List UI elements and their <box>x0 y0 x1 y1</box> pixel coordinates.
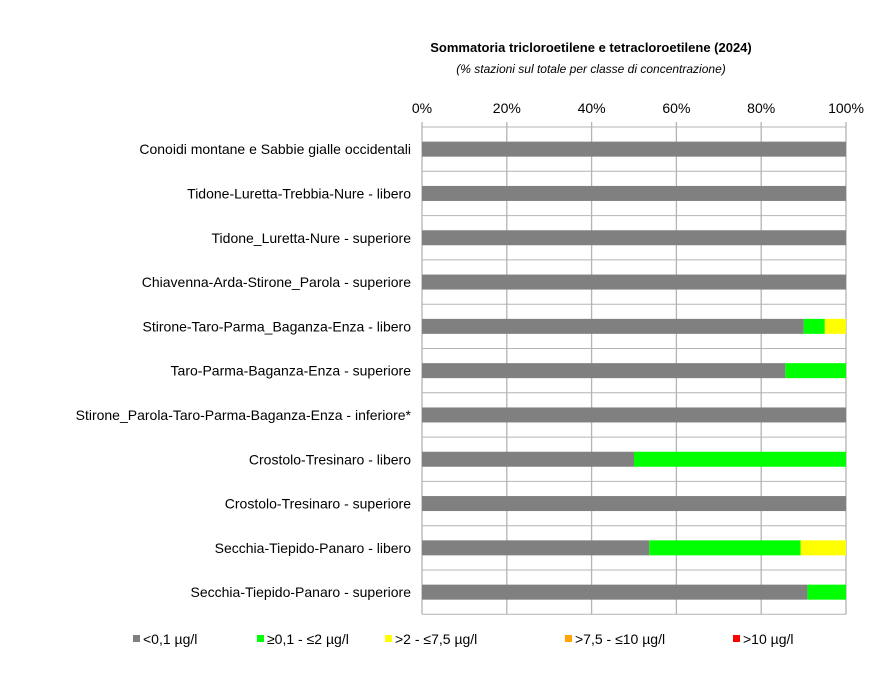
legend-label: >7,5 - ≤10 µg/l <box>575 631 665 647</box>
x-tick-label: 40% <box>578 100 606 116</box>
category-label: Stirone-Taro-Parma_Baganza-Enza - libero <box>143 318 412 334</box>
legend-label: >10 µg/l <box>743 631 794 647</box>
bar-segment <box>634 451 846 467</box>
bar-segment <box>422 141 846 157</box>
bar-segment <box>803 318 825 334</box>
bar-segment <box>785 363 846 379</box>
category-label: Secchia-Tiepido-Panaro - libero <box>215 540 412 556</box>
bar-segment <box>807 584 846 600</box>
x-tick-label: 100% <box>828 100 864 116</box>
x-tick-label: 80% <box>747 100 775 116</box>
category-label: Secchia-Tiepido-Panaro - superiore <box>191 584 412 600</box>
category-label: Tidone_Luretta-Nure - superiore <box>212 230 412 246</box>
x-tick-label: 20% <box>493 100 521 116</box>
bar-segment <box>422 451 634 467</box>
legend-swatch <box>257 635 264 642</box>
bar-segment <box>800 540 846 556</box>
category-label: Taro-Parma-Baganza-Enza - superiore <box>171 363 412 379</box>
bar-segment <box>422 318 804 334</box>
x-tick-label: 0% <box>412 100 432 116</box>
bar-segment <box>649 540 801 556</box>
bar-segment <box>422 274 846 290</box>
bar-segment <box>422 496 846 512</box>
legend-label: >2 - ≤7,5 µg/l <box>395 631 477 647</box>
x-tick-label: 60% <box>662 100 690 116</box>
category-label: Conoidi montane e Sabbie gialle occident… <box>139 141 411 157</box>
category-label: Chiavenna-Arda-Stirone_Parola - superior… <box>142 274 411 290</box>
bar-segment <box>422 363 786 379</box>
legend-swatch <box>733 635 740 642</box>
category-label: Crostolo-Tresinaro - superiore <box>225 496 411 512</box>
bar-segment <box>422 407 846 423</box>
bar-segment <box>422 540 650 556</box>
bar-segment <box>824 318 846 334</box>
category-label: Tidone-Luretta-Trebbia-Nure - libero <box>187 185 411 201</box>
bar-segment <box>422 185 846 201</box>
category-label: Stirone_Parola-Taro-Parma-Baganza-Enza -… <box>76 407 412 423</box>
legend-swatch <box>133 635 140 642</box>
legend-label: <0,1 µg/l <box>143 631 197 647</box>
chart-subtitle: (% stazioni sul totale per classe di con… <box>456 62 726 76</box>
legend-swatch <box>385 635 392 642</box>
legend-label: ≥0,1 - ≤2 µg/l <box>267 631 349 647</box>
chart-title: Sommatoria tricloroetilene e tetracloroe… <box>430 40 752 55</box>
category-label: Crostolo-Tresinaro - libero <box>249 451 411 467</box>
bar-segment <box>422 230 846 246</box>
legend-swatch <box>565 635 572 642</box>
bar-segment <box>422 584 808 600</box>
